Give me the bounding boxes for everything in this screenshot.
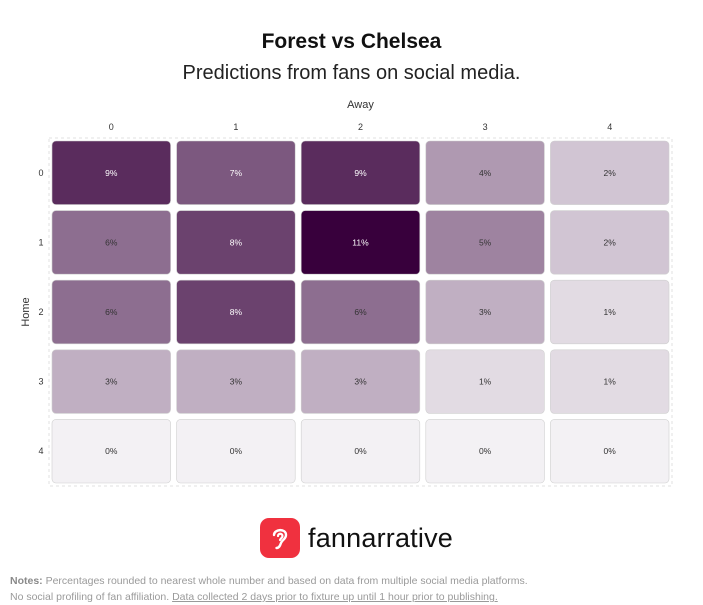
- cell-value-label: 1%: [604, 377, 617, 387]
- cell-value-label: 6%: [105, 237, 118, 247]
- x-tick-label: 2: [358, 122, 363, 132]
- cell-value-label: 2%: [604, 237, 617, 247]
- cell-value-label: 0%: [105, 446, 118, 456]
- heatmap-cell: [176, 279, 296, 345]
- heatmap-cell: [425, 210, 545, 275]
- heatmap-cell: [550, 140, 670, 205]
- heatmap-cell: [51, 419, 171, 484]
- x-tick-label: 4: [607, 122, 612, 132]
- brand-name: fannarrative: [308, 522, 453, 553]
- heatmap-chart: Away Home 0 1 2 3 4 0 1 2 3 4 9% 7% 9% 4% 2% 6% 8% 11% 5% 2% 6…: [20, 99, 673, 487]
- x-axis-title: Away: [347, 99, 374, 111]
- chart-subtitle: Predictions from fans on social media.: [182, 62, 521, 84]
- heatmap-cell: [550, 349, 670, 414]
- cell-value-label: 3%: [479, 307, 492, 317]
- cell-value-label: 8%: [230, 307, 243, 317]
- cell-value-label: 9%: [105, 168, 118, 178]
- ear-icon: [260, 518, 300, 558]
- notes-label: Notes:: [10, 575, 43, 587]
- y-tick-label: 1: [38, 237, 43, 247]
- cell-value-label: 7%: [230, 168, 243, 178]
- notes-text-2: No social profiling of fan affiliation.: [10, 591, 173, 603]
- brand-logo: fannarrative: [260, 518, 453, 558]
- heatmap-cell: [425, 279, 545, 345]
- heatmap-cell: [51, 279, 171, 345]
- cell-value-label: 6%: [354, 307, 367, 317]
- cell-value-label: 2%: [604, 168, 617, 178]
- cell-value-label: 5%: [479, 237, 492, 247]
- cell-value-label: 8%: [230, 237, 243, 247]
- cell-value-label: 1%: [604, 307, 617, 317]
- heatmap-cell: [550, 279, 670, 345]
- y-tick-label: 3: [38, 377, 43, 387]
- cell-value-label: 6%: [105, 307, 118, 317]
- cell-value-label: 0%: [604, 446, 617, 456]
- heatmap-cell: [425, 419, 545, 484]
- heatmap-cell: [176, 419, 296, 484]
- heatmap-cell: [425, 349, 545, 414]
- x-tick-label: 3: [483, 122, 488, 132]
- x-tick-label: 1: [233, 122, 238, 132]
- x-tick-label: 0: [109, 122, 114, 132]
- y-axis-title: Home: [20, 297, 32, 326]
- cell-value-label: 9%: [354, 168, 367, 178]
- heatmap-cell: [300, 210, 421, 275]
- heatmap-cell: [550, 210, 670, 275]
- y-tick-label: 0: [38, 168, 43, 178]
- heatmap-cell: [51, 349, 171, 414]
- heatmap-cell: [425, 140, 545, 205]
- heatmap-cell: [300, 279, 421, 345]
- cell-value-label: 3%: [105, 377, 118, 387]
- notes-text-1: Percentages rounded to nearest whole num…: [42, 575, 528, 587]
- cell-value-label: 0%: [354, 446, 367, 456]
- cell-value-label: 3%: [354, 377, 367, 387]
- heatmap-cell: [51, 210, 171, 275]
- y-tick-label: 4: [38, 446, 43, 456]
- notes: Notes: Percentages rounded to nearest wh…: [10, 573, 700, 605]
- heatmap-cell: [300, 140, 421, 205]
- heatmap-cell: [300, 349, 421, 414]
- cell-value-label: 0%: [479, 446, 492, 456]
- cell-value-label: 11%: [352, 237, 369, 247]
- notes-text-3: Data collected 2 days prior to fixture u…: [172, 591, 498, 603]
- heatmap-cell: [300, 419, 421, 484]
- heatmap-cell: [176, 349, 296, 414]
- heatmap-cell: [550, 419, 670, 484]
- y-tick-label: 2: [38, 307, 43, 317]
- cell-value-label: 4%: [479, 168, 492, 178]
- chart-title: Forest vs Chelsea: [261, 30, 442, 53]
- heatmap-cell: [176, 140, 296, 205]
- heatmap-cell: [51, 140, 171, 205]
- cell-value-label: 0%: [230, 446, 243, 456]
- heatmap-cell: [176, 210, 296, 275]
- cell-value-label: 3%: [230, 377, 243, 387]
- cell-value-label: 1%: [479, 377, 492, 387]
